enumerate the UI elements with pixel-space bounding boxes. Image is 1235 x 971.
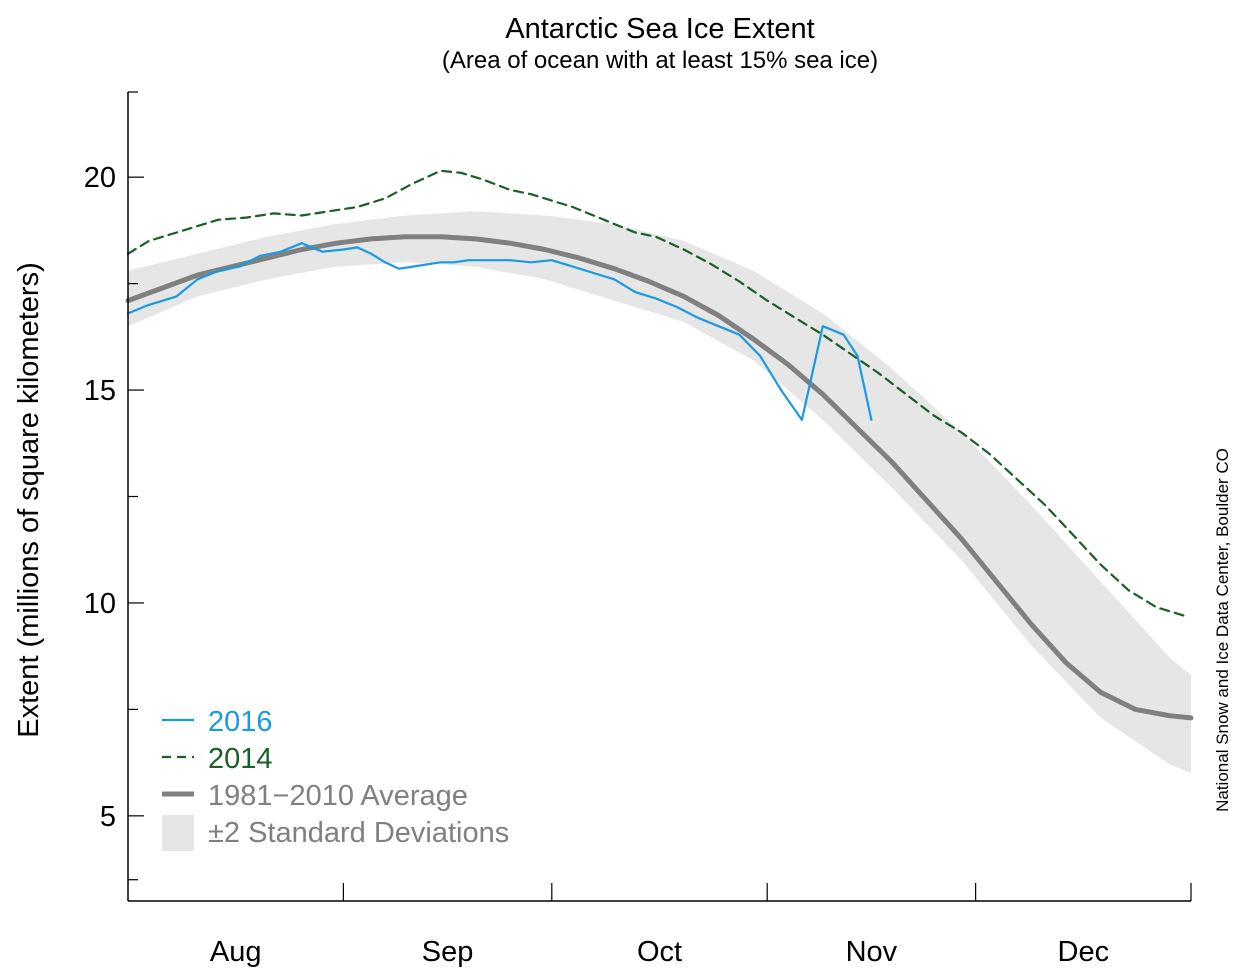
x-tick-label: Nov [846,936,898,968]
y-axis-label: Extent (millions of square kilometers) [13,262,45,737]
legend-2014-label: 2014 [208,743,273,775]
series-lines [125,169,1194,721]
x-tick-label: Aug [210,936,262,968]
line-2016 [126,242,873,421]
line-2014 [126,169,1186,617]
y-tick-label: 20 [84,162,116,194]
y-tick-label: 10 [84,588,116,620]
chart-title: Antarctic Sea Ice Extent [505,13,814,45]
y-tick-label: 15 [84,375,116,407]
chart-subtitle: (Area of ocean with at least 15% sea ice… [442,47,878,74]
legend-std-dev-label: ±2 Standard Deviations [208,817,509,849]
x-tick-label: Oct [637,936,682,968]
x-tick-label: Dec [1058,936,1110,968]
legend-2016-label: 2016 [208,706,273,738]
legend: 2016 2014 1981−2010 Average ±2 Standard Dev… [162,706,509,851]
x-tick-label: Sep [422,936,474,968]
source-credit: National Snow and Ice Data Center, Bould… [1213,448,1232,812]
line-average [125,234,1194,721]
legend-std-dev-swatch [162,815,194,851]
legend-average-label: 1981−2010 Average [208,780,468,812]
y-tick-label: 5 [100,801,116,833]
axes: 5 10 15 20 Aug Sep Oct Nov Dec [84,91,1192,968]
